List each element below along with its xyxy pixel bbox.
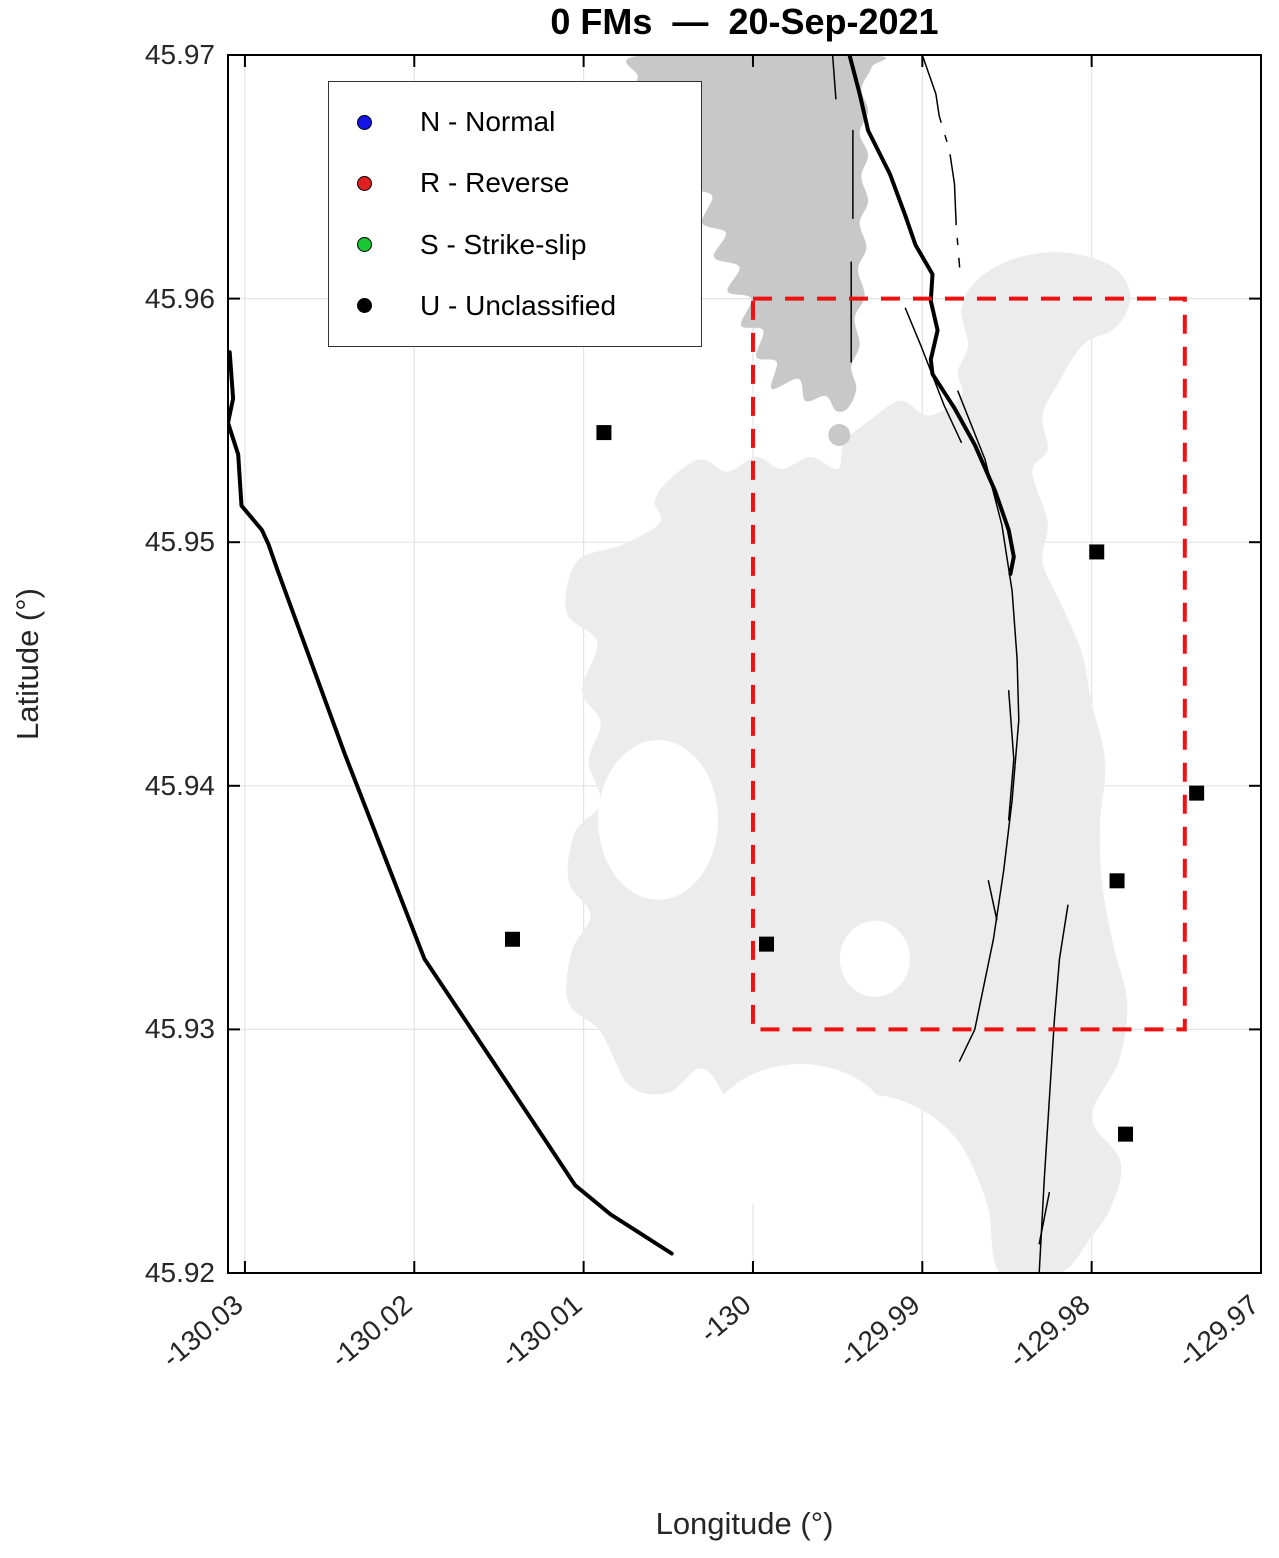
station-marker bbox=[504, 931, 520, 947]
plot-title: 0 FMs — 20-Sep-2021 bbox=[550, 1, 939, 42]
bathymetry-hole bbox=[705, 1063, 896, 1215]
station-markers bbox=[504, 425, 1205, 1142]
legend-marker-strike-slip-icon bbox=[357, 237, 372, 253]
y-tick-label: 45.97 bbox=[144, 39, 215, 70]
station-marker bbox=[759, 936, 775, 952]
islet-region bbox=[828, 424, 851, 446]
legend-item-label: N - Normal bbox=[420, 106, 556, 137]
plot-border bbox=[227, 54, 1262, 1274]
legend-item-label: U - Unclassified bbox=[420, 289, 617, 321]
east-ridge-line bbox=[847, 55, 1016, 576]
y-tick-label: 45.92 bbox=[144, 1257, 215, 1288]
long-arc-fault bbox=[957, 390, 1020, 1062]
y-tick-label: 45.96 bbox=[144, 282, 215, 314]
y-tick-label: 45.95 bbox=[144, 526, 215, 558]
station-marker bbox=[596, 425, 612, 441]
bathymetry-region bbox=[565, 252, 1131, 1273]
axis-ticks bbox=[228, 54, 1262, 1274]
y-axis-label: Latitude (°) bbox=[10, 588, 45, 740]
station-marker bbox=[1189, 785, 1205, 801]
legend-item-strike-slip: S - Strike-slip bbox=[329, 217, 701, 273]
y-tick-label: 45.94 bbox=[144, 769, 215, 801]
legend-item-label: R - Reverse bbox=[420, 167, 570, 199]
station-marker bbox=[1109, 873, 1125, 889]
legend-item-reverse: R - Reverse bbox=[329, 155, 701, 211]
companion-seg-3 bbox=[987, 880, 998, 921]
legend-item-unclassified: U - Unclassified bbox=[329, 278, 701, 334]
fault-lines bbox=[228, 55, 1069, 1273]
legend-item-label: S - Strike-slip bbox=[420, 228, 587, 260]
bathymetry-hole bbox=[598, 740, 719, 900]
legend-marker-unclassified-icon bbox=[357, 298, 372, 314]
bathymetry-hole bbox=[839, 920, 910, 997]
west-ridge-line bbox=[228, 350, 674, 1256]
y-tick-label: 45.93 bbox=[144, 1013, 215, 1045]
x-axis-label: Longitude (°) bbox=[655, 1506, 834, 1541]
island-fault-seg-1 bbox=[831, 55, 837, 100]
companion-seg-2 bbox=[1007, 690, 1015, 821]
companion-seg-1 bbox=[904, 307, 963, 444]
legend-marker-normal-icon bbox=[357, 114, 372, 130]
station-marker bbox=[1089, 544, 1105, 560]
legend: N - Normal R - Reverse S - Strike-slip U - … bbox=[328, 81, 702, 347]
legend-marker-reverse-icon bbox=[357, 175, 372, 191]
northeast-dashdot-fault bbox=[921, 55, 961, 268]
station-marker bbox=[1118, 1126, 1134, 1142]
legend-item-normal: N - Normal bbox=[329, 94, 701, 150]
south-fault bbox=[1038, 904, 1069, 1273]
study-area-box bbox=[750, 296, 1187, 1032]
